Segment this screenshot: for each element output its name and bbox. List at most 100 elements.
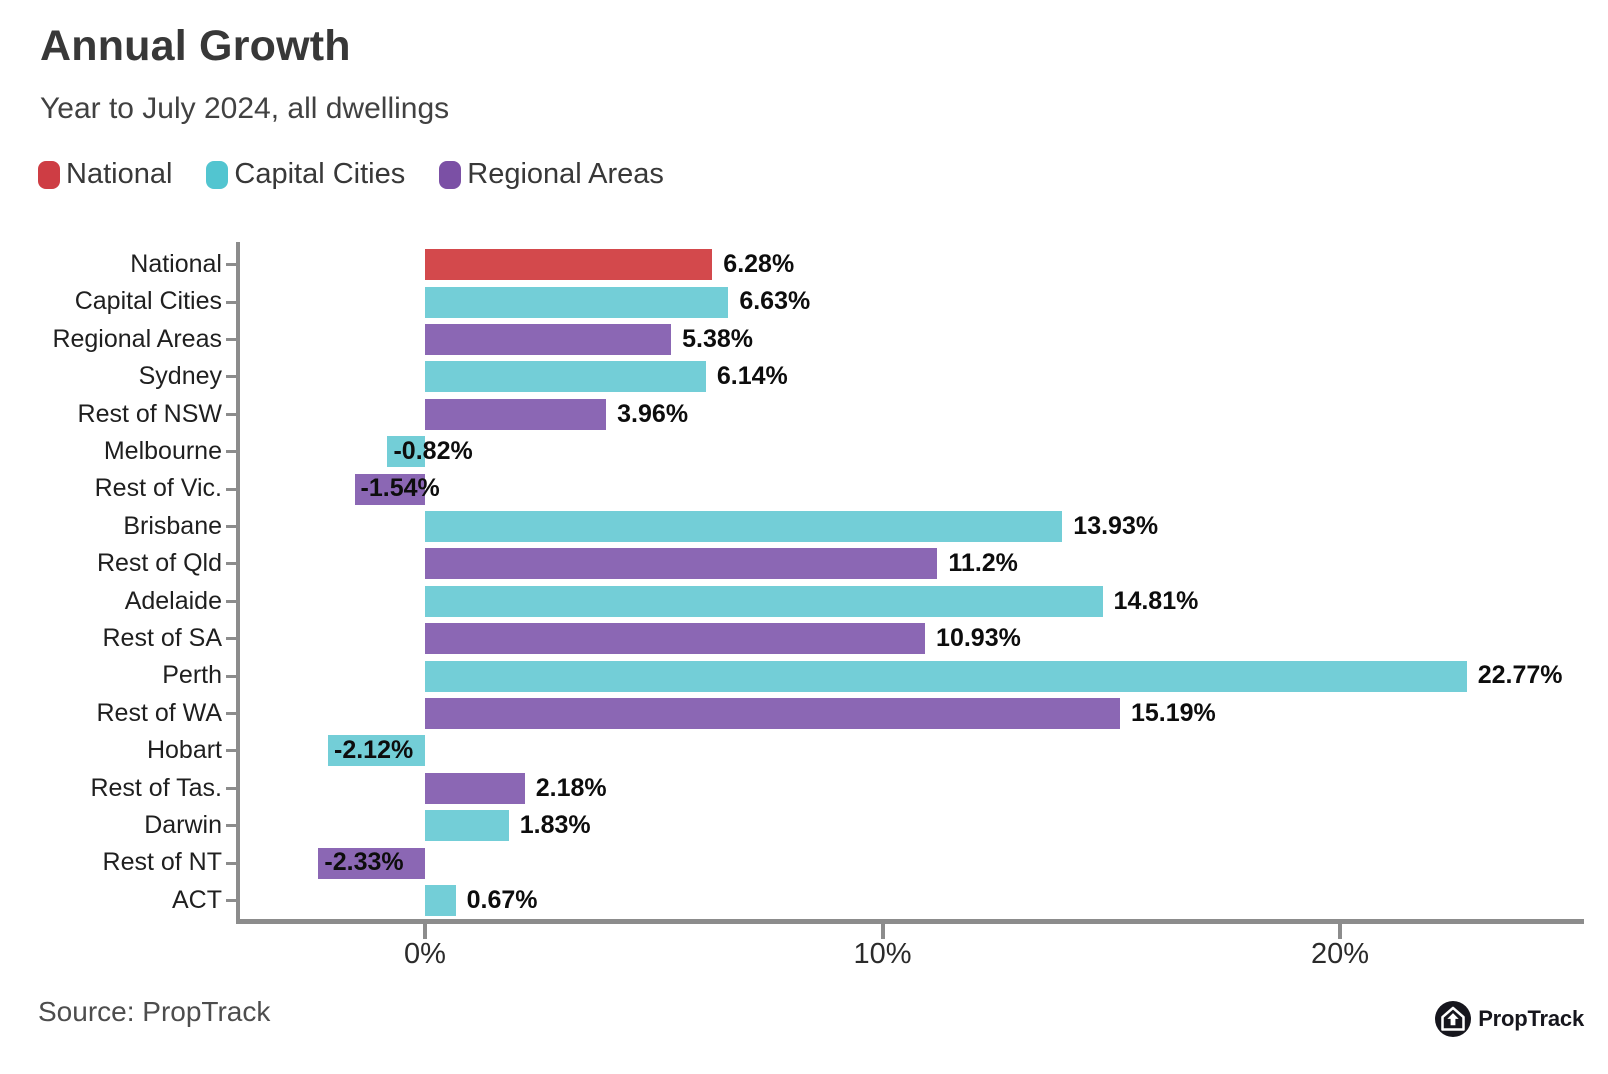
- bar-row: Perth 22.77%: [0, 657, 1608, 694]
- value-label: 13.93%: [1073, 511, 1159, 540]
- value-label: 10.93%: [936, 624, 1021, 652]
- proptrack-logo: PropTrack: [1435, 1000, 1584, 1038]
- y-axis-tick: [226, 412, 237, 416]
- value-label: 15.19%: [1130, 698, 1216, 727]
- bar-row: Capital Cities 6.63%: [0, 283, 1608, 320]
- bar-row: Darwin 1.83%: [0, 807, 1608, 844]
- value-label: 0.67%: [466, 885, 538, 914]
- y-axis-tick: [226, 337, 237, 341]
- category-label: Capital Cities: [74, 287, 222, 316]
- bar: [425, 810, 509, 842]
- x-axis-tick-label: 20%: [1310, 938, 1370, 970]
- category-label: Rest of WA: [96, 698, 223, 727]
- bar: [354, 473, 425, 505]
- y-axis-line: [236, 242, 240, 924]
- bar-row: Rest of NSW 3.96%: [0, 396, 1608, 433]
- page-title: Annual Growth: [40, 22, 351, 70]
- bar: [425, 361, 706, 393]
- proptrack-house-icon: [1435, 1001, 1472, 1037]
- bar: [425, 660, 1467, 692]
- legend-item-national: National: [38, 158, 172, 191]
- y-axis-tick: [226, 562, 237, 566]
- value-label: 6.28%: [723, 250, 795, 278]
- y-axis-tick: [226, 898, 237, 902]
- value-label: 1.83%: [519, 811, 591, 839]
- bar-row: Hobart -2.12%: [0, 732, 1608, 769]
- legend-item-capital-cities: Capital Cities: [206, 158, 405, 191]
- x-axis-tick-label: 0%: [404, 938, 446, 970]
- bar: [425, 323, 672, 355]
- legend-swatch-regional-areas: [439, 160, 462, 189]
- bar-row: Rest of SA 10.93%: [0, 620, 1608, 657]
- y-axis-tick: [226, 637, 237, 641]
- bar: [425, 548, 938, 580]
- y-axis-tick: [226, 824, 237, 828]
- y-axis-tick: [226, 375, 237, 379]
- bar-row: Brisbane 13.93%: [0, 508, 1608, 545]
- value-label: -1.54%: [360, 474, 440, 503]
- value-label: 11.2%: [948, 549, 1018, 578]
- bar: [387, 436, 425, 468]
- value-label: 3.96%: [617, 399, 689, 428]
- bar-row: Adelaide 14.81%: [0, 583, 1608, 620]
- y-axis-tick: [226, 300, 237, 304]
- bar-row: Sydney 6.14%: [0, 358, 1608, 395]
- legend: National Capital Cities Regional Areas: [38, 158, 698, 191]
- value-label: 5.38%: [682, 324, 754, 353]
- value-label: 6.63%: [739, 287, 811, 316]
- legend-swatch-capital-cities: [206, 160, 229, 189]
- category-label: Melbourne: [103, 437, 222, 465]
- category-label: Rest of Vic.: [94, 474, 222, 503]
- category-label: Adelaide: [124, 586, 222, 615]
- value-label: 6.14%: [716, 362, 788, 391]
- value-label: 14.81%: [1113, 586, 1199, 615]
- value-label: 2.18%: [535, 773, 607, 802]
- bar: [425, 697, 1120, 729]
- bar-row: Regional Areas 5.38%: [0, 321, 1608, 358]
- category-label: Brisbane: [123, 511, 222, 540]
- value-label: 22.77%: [1477, 661, 1563, 690]
- bar-row: National 6.28%: [0, 246, 1608, 283]
- bar: [425, 398, 607, 430]
- y-axis-tick: [226, 711, 237, 715]
- category-label: ACT: [172, 885, 222, 914]
- bar-row: Rest of NT -2.33%: [0, 844, 1608, 881]
- bar-row: Rest of WA 15.19%: [0, 695, 1608, 732]
- y-axis-tick: [226, 786, 237, 790]
- proptrack-wordmark: PropTrack: [1478, 1006, 1584, 1031]
- value-label: -2.12%: [334, 736, 414, 765]
- x-axis-tick: [423, 924, 427, 939]
- bar: [425, 585, 1103, 617]
- legend-label-national: National: [66, 158, 173, 190]
- bar-row: Rest of Tas. 2.18%: [0, 770, 1608, 807]
- category-label: Rest of NT: [102, 848, 222, 877]
- legend-swatch-national: [38, 160, 60, 189]
- category-label: Darwin: [144, 811, 222, 839]
- x-axis-line: [236, 919, 1584, 924]
- y-axis-tick: [226, 599, 237, 603]
- legend-label-regional-areas: Regional Areas: [467, 158, 664, 190]
- bar: [328, 735, 425, 767]
- y-axis-tick: [226, 674, 237, 678]
- bar: [425, 249, 713, 281]
- y-axis-tick: [226, 487, 237, 491]
- y-axis-tick: [226, 450, 237, 454]
- value-label: -2.33%: [324, 848, 404, 877]
- category-label: Regional Areas: [52, 324, 222, 353]
- legend-item-regional-areas: Regional Areas: [439, 158, 664, 191]
- x-axis-tick: [880, 924, 885, 939]
- category-label: National: [130, 250, 222, 278]
- bar: [425, 623, 926, 655]
- category-label: Perth: [162, 661, 222, 690]
- x-axis-tick-label: 10%: [853, 938, 912, 970]
- y-axis-tick: [226, 749, 237, 753]
- bar-row: Rest of Qld 11.2%: [0, 545, 1608, 582]
- bar-row: Melbourne -0.82%: [0, 433, 1608, 470]
- bar: [425, 510, 1063, 542]
- category-label: Rest of NSW: [77, 399, 222, 428]
- category-label: Sydney: [138, 362, 222, 391]
- bar: [425, 772, 525, 804]
- bar: [318, 847, 425, 879]
- bar-row: Rest of Vic. -1.54%: [0, 470, 1608, 507]
